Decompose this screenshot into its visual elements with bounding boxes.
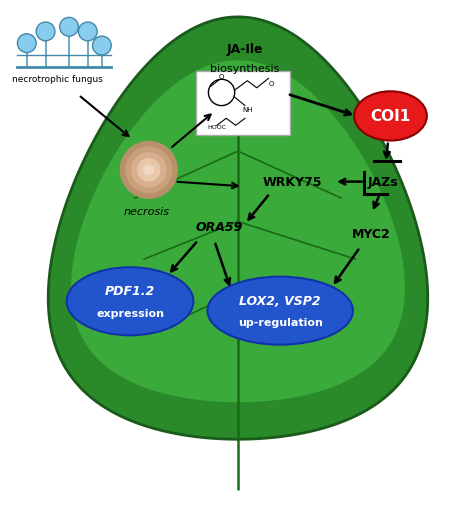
- Ellipse shape: [354, 92, 427, 141]
- Circle shape: [60, 18, 78, 37]
- Circle shape: [125, 147, 172, 194]
- Circle shape: [78, 23, 97, 42]
- Circle shape: [120, 141, 178, 199]
- Polygon shape: [71, 61, 405, 402]
- Circle shape: [92, 37, 111, 56]
- Circle shape: [18, 35, 36, 54]
- Text: HOOC: HOOC: [208, 124, 227, 129]
- Text: biosynthesis: biosynthesis: [210, 64, 280, 74]
- Polygon shape: [48, 18, 428, 439]
- Text: COI1: COI1: [370, 109, 410, 124]
- Text: necrosis: necrosis: [123, 207, 170, 217]
- Text: expression: expression: [96, 309, 164, 318]
- Circle shape: [36, 23, 55, 42]
- Text: WRKY75: WRKY75: [262, 176, 322, 189]
- Text: NH: NH: [242, 107, 253, 113]
- Text: O: O: [219, 74, 224, 80]
- Text: necrotrophic fungus: necrotrophic fungus: [12, 75, 103, 83]
- Circle shape: [131, 153, 167, 188]
- Text: JAZs: JAZs: [368, 176, 399, 189]
- Text: MYC2: MYC2: [352, 227, 391, 240]
- Ellipse shape: [208, 277, 353, 345]
- Text: ORA59: ORA59: [195, 220, 243, 233]
- Text: LOX2, VSP2: LOX2, VSP2: [239, 294, 321, 307]
- Text: JA-Ile: JA-Ile: [227, 43, 263, 56]
- Circle shape: [143, 165, 155, 176]
- FancyBboxPatch shape: [196, 72, 290, 135]
- Text: O: O: [268, 81, 273, 87]
- Text: up-regulation: up-regulation: [238, 318, 323, 328]
- Ellipse shape: [67, 268, 193, 336]
- Text: PDF1.2: PDF1.2: [105, 285, 155, 298]
- Circle shape: [137, 159, 161, 182]
